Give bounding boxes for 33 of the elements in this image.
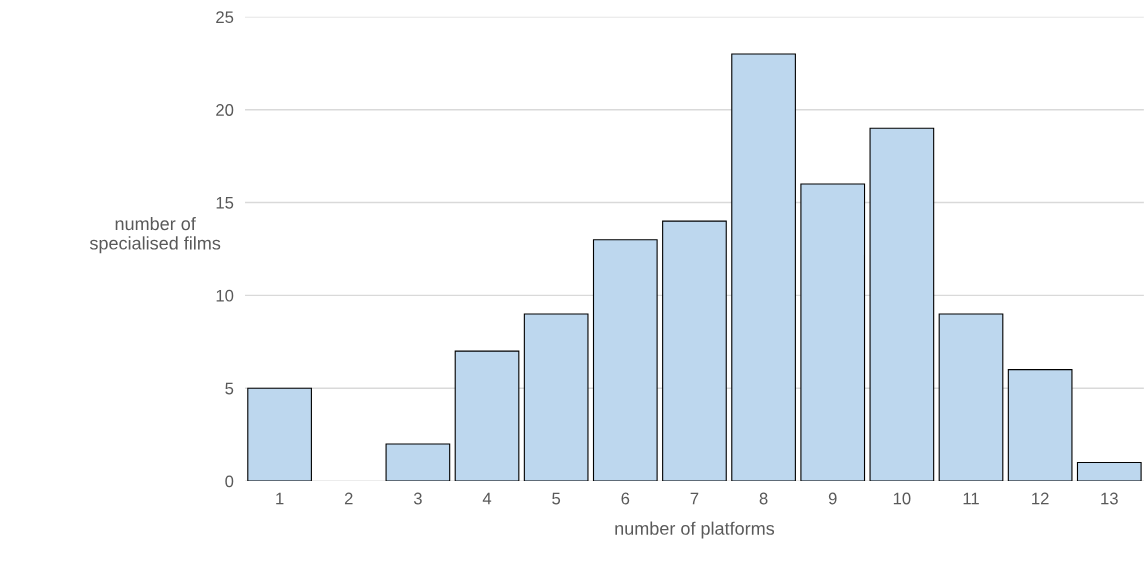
x-tick-label: 6 (621, 492, 630, 505)
bar (1007, 369, 1073, 482)
x-tick-label: 7 (690, 492, 699, 505)
bar (523, 313, 589, 482)
x-tick-label: 11 (963, 492, 979, 505)
x-tick-label: 2 (344, 492, 353, 505)
x-tick-label: 13 (1101, 492, 1118, 505)
bar (385, 443, 451, 482)
bar (869, 127, 935, 482)
bar (592, 239, 658, 482)
bar (800, 183, 866, 482)
bar (1076, 461, 1142, 482)
bar (731, 53, 796, 482)
bar (938, 313, 1004, 482)
y-tick-label: 10 (216, 289, 234, 302)
x-tick-label: 10 (893, 492, 911, 505)
y-tick-label: 25 (216, 11, 234, 24)
y-tick-label: 5 (225, 382, 234, 395)
x-tick-label: 4 (482, 492, 492, 505)
x-tick-label: 3 (413, 492, 422, 505)
x-tick-label: 5 (552, 492, 561, 505)
y-tick-label: 15 (216, 197, 234, 209)
x-tick-label: 12 (1032, 492, 1049, 505)
x-tick-label: 8 (759, 492, 768, 505)
x-tick-label: 1 (276, 492, 284, 505)
x-axis-title: number of platforms (615, 521, 775, 539)
bar (454, 350, 520, 482)
bar (662, 220, 727, 482)
x-tick-label: 9 (828, 492, 837, 505)
bar (247, 387, 312, 482)
y-tick-label: 0 (225, 475, 234, 488)
y-axis-title: number of specialised films (89, 216, 221, 254)
y-tick-label: 20 (216, 104, 234, 116)
